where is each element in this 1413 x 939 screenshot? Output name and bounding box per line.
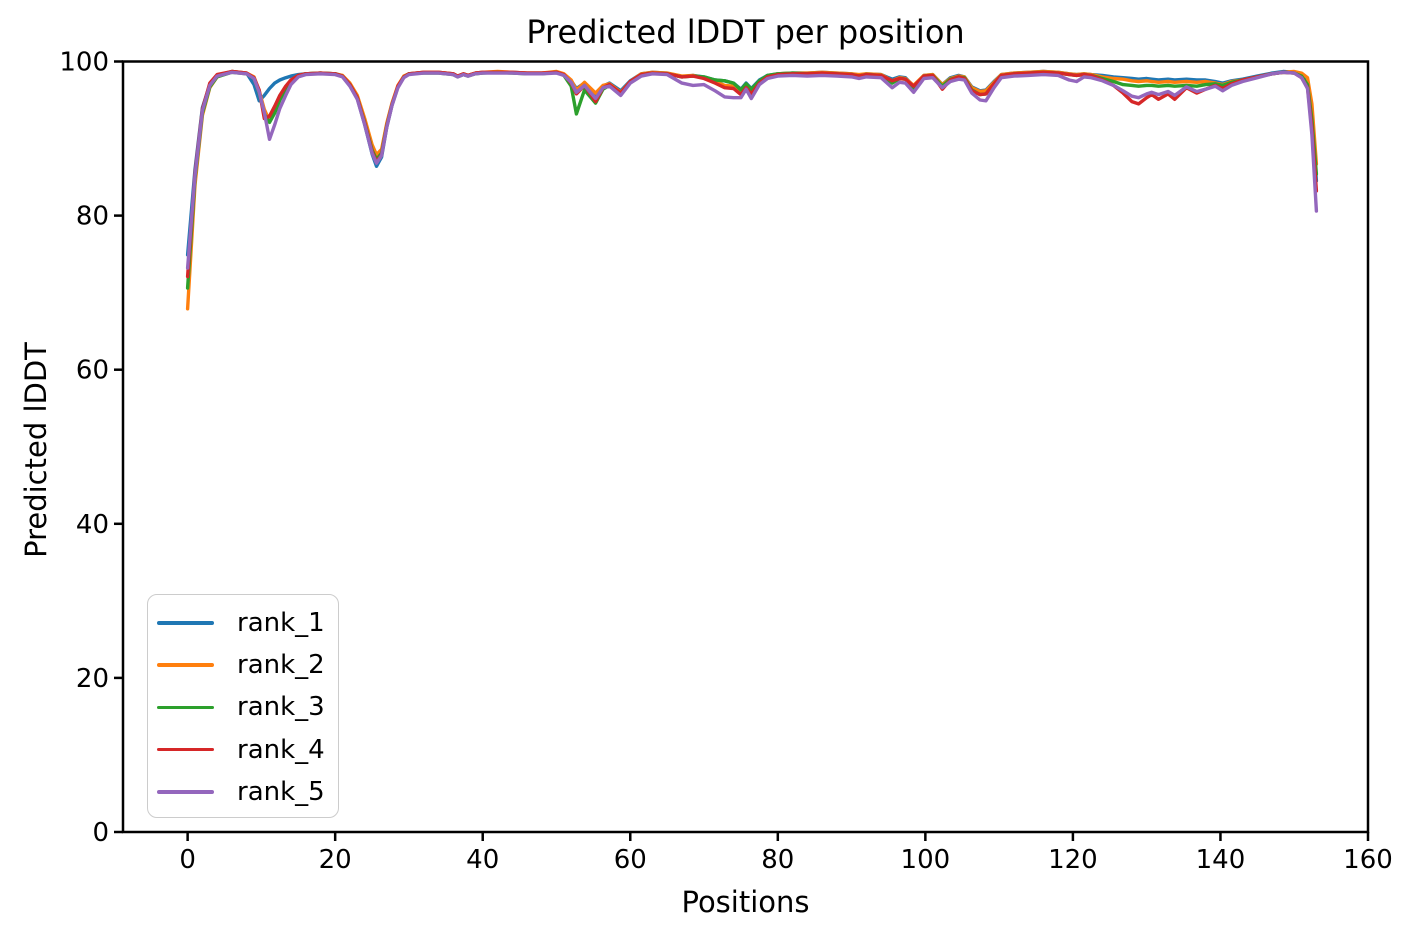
y-axis-label: Predicted lDDT [19,342,53,558]
y-tick-label: 80 [76,202,109,232]
legend: rank_1 rank_2 rank_3 rank_4 rank_5 [147,594,339,818]
chart-title: Predicted lDDT per position [526,13,965,51]
y-tick-label: 20 [76,664,109,694]
legend-line-swatch [157,747,214,752]
x-tick-label: 140 [1196,845,1246,875]
legend-item-rank-5: rank_5 [148,771,338,813]
legend-item-label: rank_1 [237,608,325,639]
x-tick-label: 100 [901,845,951,875]
series-line-rank_2 [185,69,1319,311]
x-axis-label: Positions [681,885,810,919]
x-tick-label: 40 [466,845,499,875]
series-line-rank_3 [185,70,1319,290]
legend-line-swatch [157,663,214,668]
y-tick-label: 40 [76,510,109,540]
x-tick-label: 160 [1343,845,1393,875]
legend-item-rank-4: rank_4 [148,729,338,771]
axes-frame [121,60,1370,834]
legend-item-rank-2: rank_2 [148,644,338,686]
y-tick-label: 60 [76,356,109,386]
legend-line-swatch [157,621,214,625]
legend-item-label: rank_4 [237,734,325,765]
x-tick-label: 20 [319,845,352,875]
legend-item-rank-3: rank_3 [148,686,338,728]
legend-item-label: rank_2 [237,650,325,681]
legend-line-swatch [157,790,214,794]
legend-line-swatch [157,705,214,710]
series-line-rank_5 [185,70,1319,270]
x-tick-label: 120 [1048,845,1098,875]
legend-item-label: rank_3 [237,692,325,723]
y-tick-label: 100 [59,48,109,78]
legend-item-label: rank_5 [237,776,325,807]
x-tick-label: 80 [761,845,794,875]
x-tick-label: 0 [179,845,196,875]
x-tick-label: 60 [614,845,647,875]
y-tick-label: 0 [92,818,109,848]
legend-item-rank-1: rank_1 [148,602,338,644]
